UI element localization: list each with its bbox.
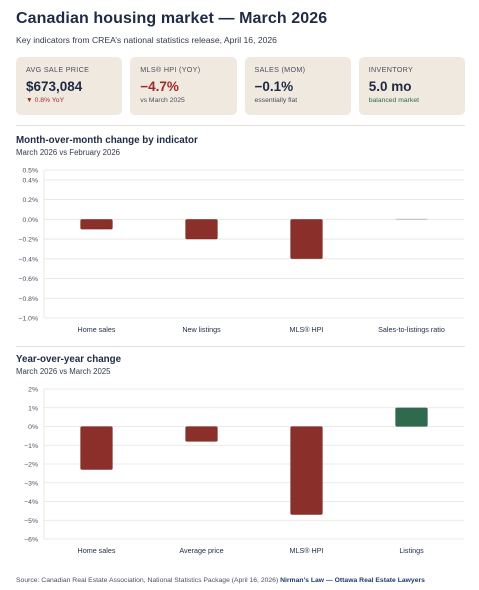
y-tick-label: 0.4% — [23, 177, 39, 184]
x-category-label: Home sales — [78, 325, 116, 334]
kpi-value: −0.1% — [254, 79, 294, 94]
page-title: Canadian housing market — March 2026 — [16, 10, 328, 27]
mom-bar-chart: 0.5% 0.4% 0.2% 0.0% −0.2% −0.4% −0.6% −0.8% −1.0… — [19, 168, 464, 334]
chart2-subtitle: March 2026 vs March 2025 — [16, 367, 111, 376]
kpi-label: SALES (MOM) — [254, 65, 306, 74]
bar — [80, 426, 113, 470]
chart1-subtitle: March 2026 vs February 2026 — [16, 148, 121, 157]
x-category-label: MLS® HPI — [289, 325, 323, 334]
bar — [290, 426, 323, 515]
footer: Source: Canadian Real Estate Association… — [16, 577, 425, 584]
kpi-card-avg-sale-price: AVG SALE PRICE $673,084 ▼ 0.8% YoY — [16, 57, 123, 115]
x-category-label: Listings — [399, 546, 424, 555]
kpi-value: −4.7% — [140, 79, 179, 94]
kpi-value: 5.0 mo — [368, 79, 412, 94]
x-category-label: Sales-to-listings ratio — [378, 325, 445, 334]
y-tick-label: −0.6% — [19, 276, 38, 283]
y-tick-label: −4% — [24, 499, 38, 506]
footer-source: Source: Canadian Real Estate Association… — [16, 577, 279, 584]
footer-brand: Nirman’s Law — Ottawa Real Estate Lawyer… — [280, 577, 425, 584]
y-tick-label: −0.2% — [19, 237, 38, 244]
bar — [395, 218, 428, 220]
y-tick-label: −1.0% — [19, 316, 38, 323]
section-divider — [16, 125, 465, 126]
y-tick-label: 0.5% — [23, 168, 39, 175]
kpi-row: AVG SALE PRICE $673,084 ▼ 0.8% YoY MLS® … — [16, 57, 465, 115]
bar — [185, 426, 218, 442]
x-category-label: Average price — [179, 546, 223, 555]
x-category-label: MLS® HPI — [289, 546, 323, 555]
kpi-label: AVG SALE PRICE — [26, 65, 90, 74]
chart1-title: Month-over-month change by indicator — [16, 135, 198, 146]
page-subtitle: Key indicators from CREA’s national stat… — [16, 35, 277, 45]
y-tick-label: −0.4% — [19, 256, 38, 263]
y-tick-label: −1% — [24, 443, 38, 450]
kpi-sub: ▼ 0.8% YoY — [26, 97, 65, 104]
kpi-card-mls-hpi: MLS® HPI (YOY) −4.7% vs March 2025 — [130, 57, 237, 115]
bar — [395, 407, 428, 427]
y-tick-label: 1% — [28, 405, 38, 412]
section-divider — [16, 346, 465, 347]
kpi-card-inventory: INVENTORY 5.0 mo balanced market — [358, 57, 465, 115]
kpi-label: MLS® HPI (YOY) — [140, 65, 201, 74]
kpi-sub: balanced market — [368, 97, 419, 104]
bar — [290, 219, 323, 260]
y-tick-label: 0.0% — [23, 217, 39, 224]
kpi-sub: essentially flat — [254, 97, 298, 104]
y-tick-label: 0% — [28, 424, 38, 431]
kpi-sub: vs March 2025 — [140, 97, 185, 104]
y-tick-label: −0.8% — [19, 296, 38, 303]
yoy-bar-chart: 2% 1% 0% −1% −2% −3% −4% −5% −6% Home sales Averag… — [24, 387, 464, 555]
y-tick-label: 0.2% — [23, 197, 39, 204]
bar — [185, 219, 218, 240]
kpi-value: $673,084 — [26, 79, 83, 94]
bar — [80, 219, 113, 230]
y-tick-label: −2% — [24, 462, 38, 469]
chart2-title: Year-over-year change — [16, 354, 122, 365]
x-category-label: New listings — [182, 325, 221, 334]
y-tick-label: −3% — [24, 480, 38, 487]
y-tick-label: −5% — [24, 518, 38, 525]
kpi-card-sales-mom: SALES (MOM) −0.1% essentially flat — [244, 57, 351, 115]
x-category-label: Home sales — [78, 546, 116, 555]
y-tick-label: −6% — [24, 537, 38, 544]
y-tick-label: 2% — [28, 387, 38, 394]
kpi-label: INVENTORY — [368, 65, 414, 74]
